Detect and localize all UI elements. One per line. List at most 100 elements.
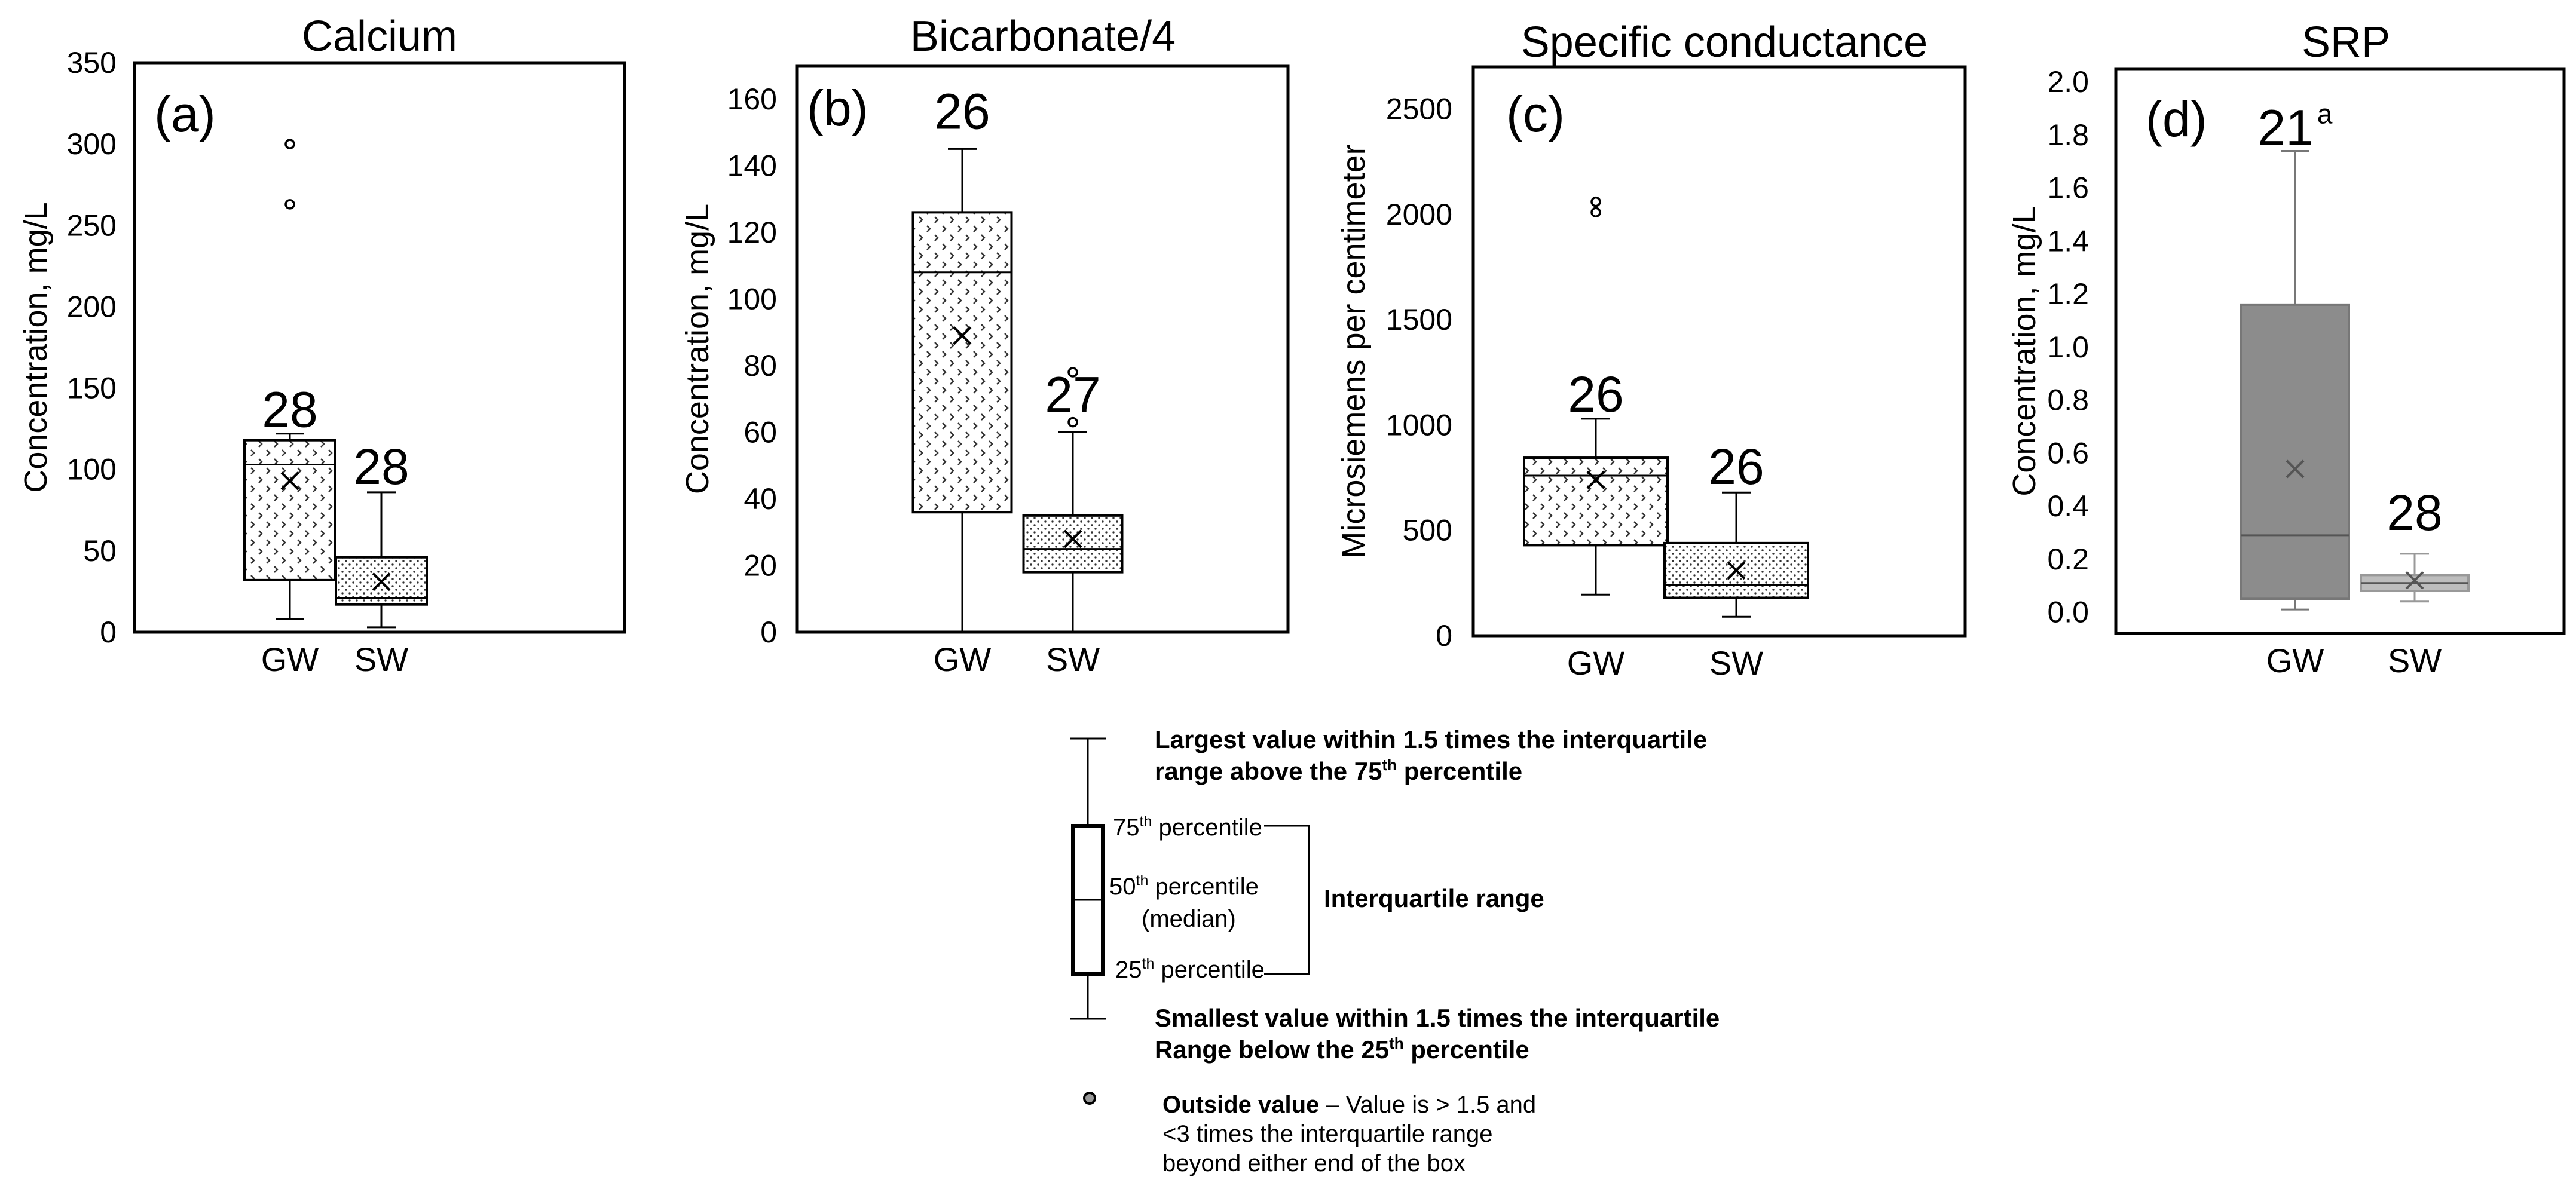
legend-outside-line2: <3 times the interquartile range	[1162, 1121, 1493, 1147]
legend-outside-line1: Outside value – Value is > 1.5 and	[1162, 1092, 1536, 1118]
sample-count-label: 27	[1045, 366, 1100, 422]
outlier-point	[1067, 367, 1078, 378]
sample-count-label: 28	[2387, 485, 2442, 541]
y-tick-label: 0.4	[2047, 489, 2089, 523]
x-tick-label: GW	[261, 641, 319, 678]
box-sw: 28	[2360, 485, 2470, 603]
y-tick-label: 1.6	[2047, 171, 2089, 205]
mean-marker	[1063, 529, 1082, 549]
y-tick-label: 150	[67, 372, 117, 405]
y-tick-label: 60	[744, 415, 777, 449]
plot-frame	[1471, 65, 1967, 638]
y-tick-label: 300	[67, 127, 117, 161]
y-axis-label: Concentration, mg/L	[2006, 206, 2042, 496]
legend-whisker-low-line2: Range below the 25th percentile	[1155, 1034, 1529, 1064]
y-tick-label: 1.0	[2047, 330, 2089, 364]
y-tick-label: 140	[727, 149, 777, 182]
box-legend: Largest value within 1.5 times the inter…	[1070, 725, 1720, 1176]
y-tick-label: 40	[744, 482, 777, 516]
outlier-point	[1590, 207, 1601, 218]
panels: Calcium (a) Concentration, mg/L 0 50 100 150 20…	[18, 13, 2566, 682]
x-tick-label: GW	[934, 641, 992, 678]
x-tick-label: SW	[354, 641, 408, 678]
legend-whisker-low-line1: Smallest value within 1.5 times the inte…	[1155, 1004, 1720, 1032]
mean-marker	[1586, 470, 1605, 489]
y-tick-label: 160	[727, 82, 777, 116]
panel-d: SRP (d) Concentration, mg/L 0.0 0.2 0.4 0.6 0.8…	[2006, 19, 2566, 679]
legend-iqr-bracket	[1264, 825, 1310, 975]
y-tick-label: 500	[1403, 514, 1452, 547]
panel-label: (b)	[807, 80, 868, 136]
chart-title: Bicarbonate/4	[910, 13, 1176, 60]
x-tick-label: GW	[2266, 642, 2324, 679]
box-gw: 28	[243, 139, 336, 620]
panel-c: Specific conductance (c) Microsiemens per …	[1336, 19, 1967, 682]
y-axis-label: Microsiemens per centimeter	[1336, 144, 1372, 558]
mean-marker	[953, 326, 972, 345]
iqr-box	[2240, 303, 2350, 600]
mean-marker	[280, 471, 299, 491]
y-tick-label: 2000	[1386, 198, 1452, 231]
panel-label: (c)	[1506, 86, 1565, 142]
legend-outside-line3: beyond either end of the box	[1162, 1150, 1466, 1176]
y-tick-label: 0.6	[2047, 436, 2089, 470]
legend-median-label: (median)	[1142, 906, 1236, 932]
y-tick-label: 2500	[1386, 93, 1452, 126]
iqr-box	[1022, 514, 1124, 574]
box-gw: 21 a	[2240, 99, 2350, 611]
box-gw: 26	[911, 83, 1013, 633]
iqr-box	[911, 211, 1013, 514]
chart-title: Specific conductance	[1521, 19, 1928, 66]
y-tick-label: 1500	[1386, 303, 1452, 336]
legend-outlier-marker	[1083, 1092, 1096, 1105]
y-tick-label: 250	[67, 209, 117, 242]
sample-count-label: 28	[262, 382, 317, 438]
box-gw: 26	[1523, 196, 1669, 596]
y-tick-label: 50	[83, 534, 117, 568]
y-tick-label: 1000	[1386, 408, 1452, 442]
outlier-point	[284, 199, 295, 210]
x-tick-label: SW	[1046, 641, 1100, 678]
iqr-box	[243, 439, 336, 581]
y-tick-label: 100	[67, 453, 117, 486]
box-sw: 26	[1663, 439, 1809, 618]
y-tick-label: 0	[100, 615, 117, 649]
panel-label: (a)	[154, 86, 216, 142]
mean-marker	[1727, 561, 1746, 580]
plot-frame	[2114, 67, 2566, 635]
legend-whisker-high-line1: Largest value within 1.5 times the inter…	[1155, 725, 1707, 753]
legend-whisker-high-line2: range above the 75th percentile	[1155, 756, 1522, 785]
panel-b: Bicarbonate/4 (b) Concentration, mg/L 0 20 40…	[680, 13, 1290, 678]
x-tick-label: GW	[1567, 644, 1625, 682]
y-tick-label: 80	[744, 349, 777, 382]
outlier-point	[1590, 196, 1601, 207]
mean-marker	[372, 572, 391, 592]
legend-p75-label: 75th percentile	[1113, 813, 1262, 841]
sample-count-label: 28	[353, 439, 409, 495]
panel-label: (d)	[2146, 91, 2207, 147]
box-sw: 28	[335, 439, 428, 629]
outlier-point	[1067, 416, 1078, 428]
legend-p50-label: 50th percentile	[1109, 872, 1259, 900]
y-tick-label: 100	[727, 282, 777, 315]
sample-count-label: 26	[1708, 439, 1764, 495]
legend-p25-label: 25th percentile	[1115, 955, 1265, 983]
y-tick-label: 0.2	[2047, 543, 2089, 576]
legend-iqr-label: Interquartile range	[1324, 884, 1544, 912]
y-tick-label: 0	[1436, 619, 1452, 652]
y-tick-label: 20	[744, 549, 777, 582]
chart-title: SRP	[2302, 19, 2390, 66]
y-tick-label: 200	[67, 290, 117, 323]
sample-count-label: 26	[934, 83, 990, 139]
box-sw: 27	[1022, 366, 1124, 633]
mean-marker	[2405, 571, 2424, 590]
y-axis-label: Concentration, mg/L	[18, 202, 54, 492]
outlier-point	[284, 139, 295, 149]
x-tick-label: SW	[2388, 642, 2442, 679]
y-tick-label: 0.0	[2047, 596, 2089, 629]
y-tick-label: 0	[760, 615, 777, 649]
plot-frame	[133, 61, 626, 634]
x-tick-label: SW	[1709, 644, 1763, 682]
y-tick-label: 120	[727, 216, 777, 249]
